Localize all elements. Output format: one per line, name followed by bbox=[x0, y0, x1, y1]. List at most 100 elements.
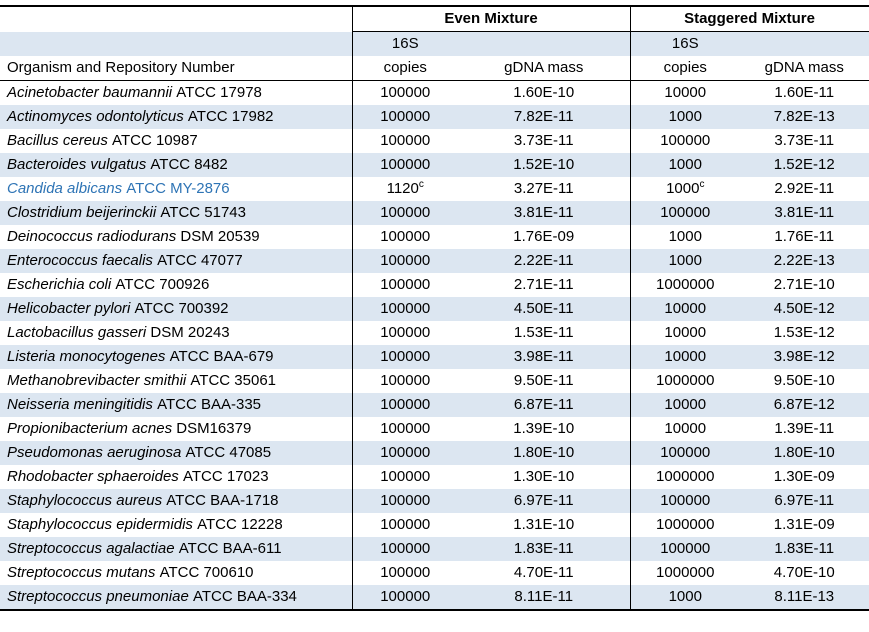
organism-name: Bacteroides vulgatus bbox=[7, 156, 147, 173]
organism-name: Listeria monocytogenes bbox=[7, 348, 166, 365]
staggered-16s-copies-cell: 1000000 bbox=[629, 273, 740, 297]
even-gdna-mass-cell: 4.70E-11 bbox=[513, 564, 574, 581]
repository-number: ATCC 17023 bbox=[178, 468, 269, 485]
staggered-16s-copies-cell: 100000 bbox=[629, 129, 740, 153]
table-row: Enterococcus faecalis ATCC 47077 100000 2.… bbox=[0, 249, 869, 273]
staggered-16s-label: 16S bbox=[629, 31, 740, 56]
table-row: Streptococcus agalactiae ATCC BAA-611 100… bbox=[0, 537, 869, 561]
even-gdna-mass-cell: 3.27E-11 bbox=[513, 180, 574, 197]
organism-name: Streptococcus pneumoniae bbox=[7, 588, 189, 605]
staggered-copies-label: copies bbox=[629, 56, 740, 81]
staggered-16s-copies-cell: 1000000 bbox=[629, 513, 740, 537]
even-16s-copies-cell: 1120c bbox=[351, 177, 458, 201]
even-gdna-mass-cell: 1.39E-10 bbox=[513, 420, 575, 437]
organism-name: Escherichia coli bbox=[7, 276, 112, 293]
staggered-gdna-mass-cell: 2.22E-13 bbox=[740, 249, 869, 273]
even-16s-copies-cell: 100000 bbox=[351, 393, 458, 417]
repository-number: ATCC MY-2876 bbox=[122, 180, 230, 197]
repository-number: ATCC 35061 bbox=[186, 372, 277, 389]
staggered-gdna-mass-cell: 2.92E-11 bbox=[740, 177, 869, 201]
table-row: Listeria monocytogenes ATCC BAA-679 10000… bbox=[0, 345, 869, 369]
organism-name: Pseudomonas aeruginosa bbox=[7, 444, 182, 461]
organism-name: Staphylococcus aureus bbox=[7, 492, 163, 509]
staggered-16s-copies-cell: 10000 bbox=[629, 393, 740, 417]
table-body: Acinetobacter baumannii ATCC 17978 100000… bbox=[0, 80, 869, 610]
organism-cell: Staphylococcus epidermidis ATCC 12228 bbox=[0, 513, 352, 537]
organism-cell: Clostridium beijerinckii ATCC 51743 bbox=[0, 201, 352, 225]
column-labels-row: Organism and Repository Number copies gD… bbox=[0, 56, 869, 81]
organism-cell: Deinococcus radiodurans DSM 20539 bbox=[0, 225, 352, 249]
subheader-16s-row: 16S 16S bbox=[0, 31, 869, 56]
repository-number: ATCC 12228 bbox=[192, 516, 283, 533]
repository-number: ATCC 17982 bbox=[183, 108, 274, 125]
even-16s-copies-cell: 100000 bbox=[351, 369, 458, 393]
empty-header-cell bbox=[740, 31, 869, 56]
organism-cell: Pseudomonas aeruginosa ATCC 47085 bbox=[0, 441, 352, 465]
organism-cell: Enterococcus faecalis ATCC 47077 bbox=[0, 249, 352, 273]
organism-cell: Actinomyces odontolyticus ATCC 17982 bbox=[0, 105, 352, 129]
staggered-gdna-mass-cell: 4.70E-10 bbox=[740, 561, 869, 585]
organism-cell: Bacteroides vulgatus ATCC 8482 bbox=[0, 153, 352, 177]
repository-number: ATCC BAA-334 bbox=[188, 588, 297, 605]
organism-name: Staphylococcus epidermidis bbox=[7, 516, 193, 533]
even-16s-copies-cell: 100000 bbox=[351, 105, 458, 129]
even-gdna-mass-cell: 1.31E-10 bbox=[513, 516, 575, 533]
staggered-gdna-mass-cell: 6.97E-11 bbox=[740, 489, 869, 513]
organism-name: Bacillus cereus bbox=[7, 132, 108, 149]
even-16s-copies-cell: 100000 bbox=[351, 225, 458, 249]
even-16s-copies-cell: 100000 bbox=[351, 153, 458, 177]
organism-name: Methanobrevibacter smithii bbox=[7, 372, 187, 389]
staggered-16s-copies-cell: 10000 bbox=[629, 321, 740, 345]
staggered-gdna-mass-cell: 1.30E-09 bbox=[740, 465, 869, 489]
organism-cell: Bacillus cereus ATCC 10987 bbox=[0, 129, 352, 153]
organism-name: Enterococcus faecalis bbox=[7, 252, 153, 269]
organism-cell: Candida albicans ATCC MY-2876 bbox=[0, 177, 352, 201]
organism-cell: Streptococcus agalactiae ATCC BAA-611 bbox=[0, 537, 352, 561]
staggered-gdna-mass-cell: 3.98E-12 bbox=[740, 345, 869, 369]
even-16s-copies-cell: 100000 bbox=[351, 441, 458, 465]
organism-cell: Propionibacterium acnes DSM16379 bbox=[0, 417, 352, 441]
staggered-16s-copies-cell: 10000 bbox=[629, 297, 740, 321]
organism-name: Helicobacter pylori bbox=[7, 300, 131, 317]
even-16s-copies-cell: 100000 bbox=[351, 417, 458, 441]
even-gdna-mass-cell: 1.83E-11 bbox=[458, 537, 630, 561]
table-row: Escherichia coli ATCC 700926 100000 2.71E-… bbox=[0, 273, 869, 297]
organism-name: Streptococcus agalactiae bbox=[7, 540, 175, 557]
staggered-gdna-mass-cell: 6.87E-12 bbox=[740, 393, 869, 417]
even-gdna-mass-cell: 1.80E-10 bbox=[458, 441, 630, 465]
staggered-16s-copies-cell: 1000000 bbox=[629, 561, 740, 585]
repository-number: ATCC BAA-335 bbox=[152, 396, 261, 413]
even-gdna-mass-cell: 3.81E-11 bbox=[458, 201, 630, 225]
table-row: Lactobacillus gasseri DSM 20243 100000 1.5… bbox=[0, 321, 869, 345]
organism-cell: Staphylococcus aureus ATCC BAA-1718 bbox=[0, 489, 352, 513]
organism-cell: Streptococcus pneumoniae ATCC BAA-334 bbox=[0, 585, 352, 610]
staggered-gdna-mass-cell: 3.73E-11 bbox=[740, 129, 869, 153]
organism-cell: Listeria monocytogenes ATCC BAA-679 bbox=[0, 345, 352, 369]
staggered-gdna-mass-cell: 4.50E-12 bbox=[740, 297, 869, 321]
staggered-gdna-mass-cell: 1.53E-12 bbox=[740, 321, 869, 345]
repository-number: ATCC 47085 bbox=[181, 444, 272, 461]
table-row: Streptococcus pneumoniae ATCC BAA-334 100… bbox=[0, 585, 869, 610]
empty-header-cell bbox=[458, 31, 630, 56]
repository-number: DSM16379 bbox=[172, 420, 252, 437]
organism-name: Clostridium beijerinckii bbox=[7, 204, 157, 221]
repository-number: ATCC 700392 bbox=[130, 300, 229, 317]
organism-name: Streptococcus mutans bbox=[7, 564, 156, 581]
organism-cell: Neisseria meningitidis ATCC BAA-335 bbox=[0, 393, 352, 417]
even-gdna-mass-cell: 2.22E-11 bbox=[458, 249, 630, 273]
table-row: Staphylococcus aureus ATCC BAA-1718 10000… bbox=[0, 489, 869, 513]
repository-number: ATCC 51743 bbox=[156, 204, 246, 221]
even-gdna-mass-cell: 9.50E-11 bbox=[513, 372, 574, 389]
table-row: Bacteroides vulgatus ATCC 8482 100000 1.52… bbox=[0, 153, 869, 177]
staggered-16s-copies-cell: 1000000 bbox=[629, 465, 740, 489]
repository-number: ATCC 10987 bbox=[107, 132, 198, 149]
repository-number: ATCC 8482 bbox=[146, 156, 228, 173]
empty-header-cell bbox=[0, 6, 352, 32]
staggered-gdna-mass-cell: 1.76E-11 bbox=[740, 225, 869, 249]
organism-cell: Rhodobacter sphaeroides ATCC 17023 bbox=[0, 465, 352, 489]
organism-cell: Streptococcus mutans ATCC 700610 bbox=[0, 561, 352, 585]
staggered-gdna-mass-cell: 1.52E-12 bbox=[740, 153, 869, 177]
even-gdna-mass-label: gDNA mass bbox=[458, 56, 630, 81]
staggered-16s-copies-cell: 10000 bbox=[629, 417, 740, 441]
